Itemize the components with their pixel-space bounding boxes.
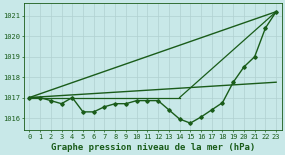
X-axis label: Graphe pression niveau de la mer (hPa): Graphe pression niveau de la mer (hPa) — [51, 143, 255, 152]
